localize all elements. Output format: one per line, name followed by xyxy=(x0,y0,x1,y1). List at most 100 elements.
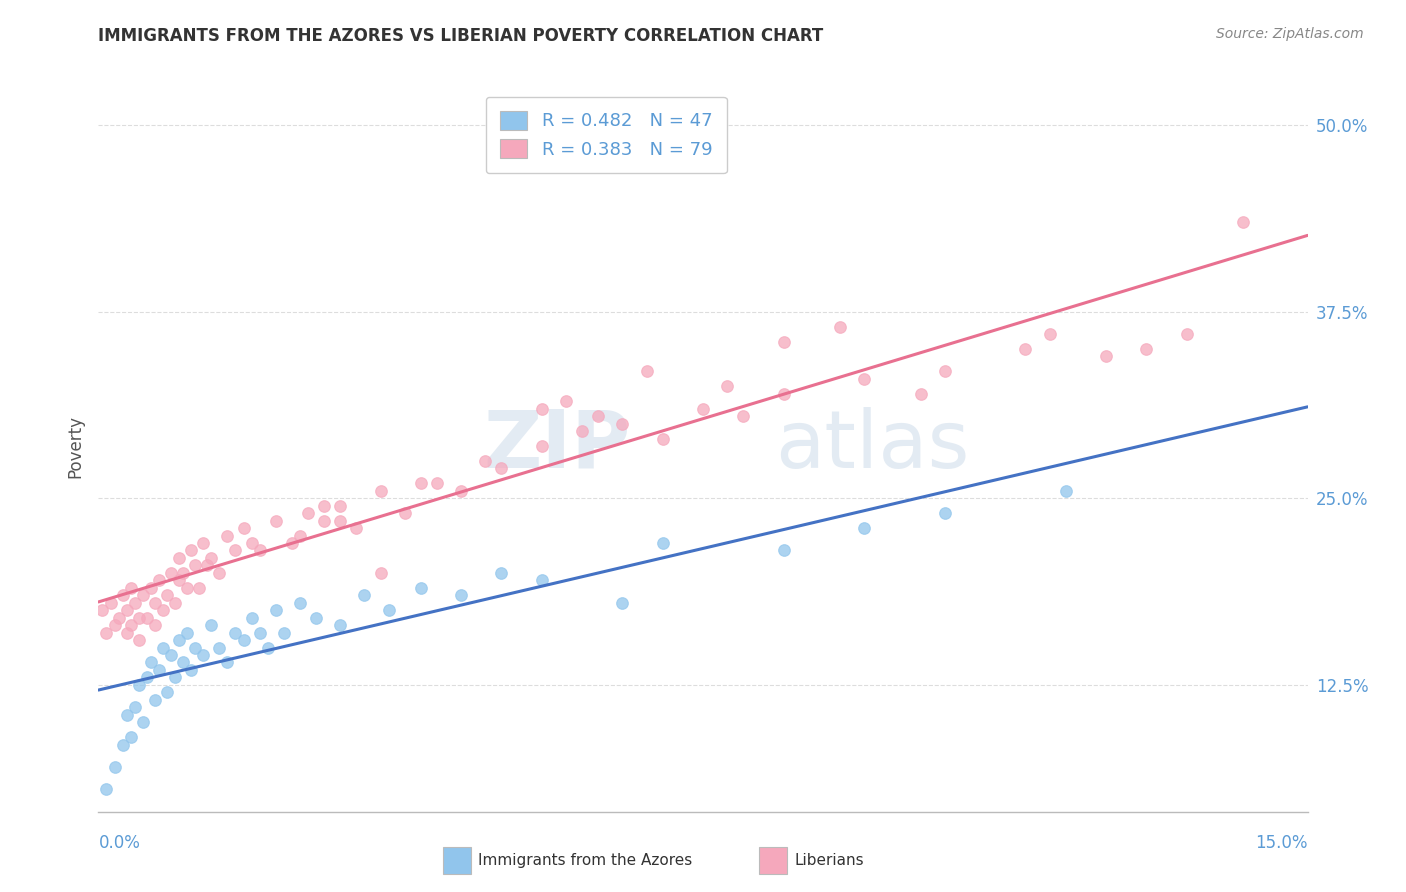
Point xyxy=(167,551,190,566)
Point xyxy=(195,558,218,573)
Point xyxy=(853,521,876,535)
Point xyxy=(184,640,207,655)
Point xyxy=(176,625,198,640)
Point xyxy=(426,476,449,491)
Point xyxy=(329,618,352,632)
Point xyxy=(651,432,673,446)
Point xyxy=(1095,350,1118,364)
Point xyxy=(910,386,932,401)
Point xyxy=(377,603,399,617)
Point xyxy=(143,596,166,610)
Bar xyxy=(443,847,471,874)
Point xyxy=(1175,326,1198,341)
Point xyxy=(160,648,183,662)
Point xyxy=(273,625,295,640)
Point xyxy=(450,483,472,498)
Point xyxy=(409,581,432,595)
Point xyxy=(772,543,794,558)
Point xyxy=(1014,342,1036,356)
Point xyxy=(139,581,162,595)
Text: IMMIGRANTS FROM THE AZORES VS LIBERIAN POVERTY CORRELATION CHART: IMMIGRANTS FROM THE AZORES VS LIBERIAN P… xyxy=(98,27,824,45)
Point xyxy=(370,566,392,580)
Point xyxy=(733,409,755,424)
Point xyxy=(91,603,114,617)
Point xyxy=(107,610,129,624)
Point xyxy=(571,424,593,438)
Point xyxy=(135,670,157,684)
Point xyxy=(167,574,190,588)
Point xyxy=(115,625,138,640)
Point xyxy=(530,574,553,588)
Point xyxy=(474,454,496,468)
Point xyxy=(288,596,311,610)
Point xyxy=(651,536,673,550)
Point xyxy=(232,521,254,535)
Point xyxy=(120,730,142,744)
Text: atlas: atlas xyxy=(776,407,970,485)
Point xyxy=(111,738,134,752)
Point xyxy=(692,401,714,416)
Point xyxy=(208,640,231,655)
Text: 15.0%: 15.0% xyxy=(1256,834,1308,852)
Point xyxy=(148,663,170,677)
Point xyxy=(491,461,513,475)
Point xyxy=(128,678,150,692)
Point xyxy=(828,319,851,334)
Text: Source: ZipAtlas.com: Source: ZipAtlas.com xyxy=(1216,27,1364,41)
Point xyxy=(370,483,392,498)
Point xyxy=(193,536,215,550)
Point xyxy=(120,618,142,632)
Point xyxy=(409,476,432,491)
Point xyxy=(612,596,634,610)
Point xyxy=(180,663,202,677)
Point xyxy=(1054,483,1077,498)
Point xyxy=(163,596,186,610)
Point xyxy=(167,633,190,648)
Point xyxy=(314,499,336,513)
Point xyxy=(353,588,375,602)
Text: Liberians: Liberians xyxy=(794,854,865,868)
Point xyxy=(128,633,150,648)
Point xyxy=(132,588,155,602)
Point xyxy=(1039,326,1062,341)
Point xyxy=(329,499,352,513)
Point xyxy=(240,610,263,624)
Point xyxy=(232,633,254,648)
Y-axis label: Poverty: Poverty xyxy=(66,415,84,477)
Legend: R = 0.482   N = 47, R = 0.383   N = 79: R = 0.482 N = 47, R = 0.383 N = 79 xyxy=(485,96,727,173)
Point xyxy=(148,574,170,588)
Point xyxy=(163,670,186,684)
Point xyxy=(555,394,578,409)
Point xyxy=(172,566,194,580)
Point xyxy=(297,506,319,520)
Point xyxy=(934,364,956,378)
Point xyxy=(156,685,179,699)
Point xyxy=(132,715,155,730)
Point xyxy=(344,521,367,535)
Point xyxy=(224,625,246,640)
Point xyxy=(934,506,956,520)
Point xyxy=(853,372,876,386)
Point xyxy=(491,566,513,580)
Point xyxy=(1135,342,1157,356)
Point xyxy=(143,692,166,706)
Point xyxy=(264,514,287,528)
Point xyxy=(124,700,146,714)
Point xyxy=(208,566,231,580)
Text: 0.0%: 0.0% xyxy=(98,834,141,852)
Point xyxy=(100,596,122,610)
Point xyxy=(305,610,328,624)
Point xyxy=(249,543,271,558)
Point xyxy=(176,581,198,595)
Point xyxy=(1232,215,1254,229)
Point xyxy=(264,603,287,617)
Point xyxy=(217,528,239,542)
Point xyxy=(394,506,416,520)
Point xyxy=(184,558,207,573)
Point xyxy=(115,603,138,617)
Point xyxy=(120,581,142,595)
Point xyxy=(530,439,553,453)
Point xyxy=(103,760,125,774)
Point xyxy=(193,648,215,662)
Point xyxy=(188,581,211,595)
